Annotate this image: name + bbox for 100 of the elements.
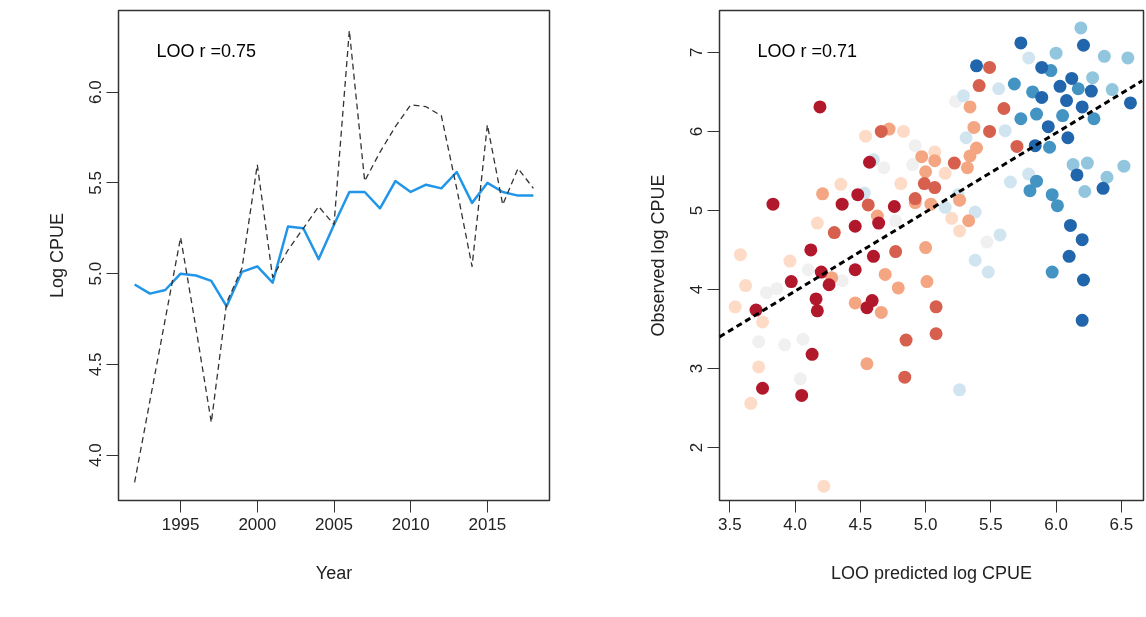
point (915, 150, 929, 164)
point (813, 100, 827, 114)
point (959, 131, 973, 145)
point (983, 124, 997, 138)
x-tick-label: 2015 (468, 514, 507, 534)
point (756, 381, 770, 395)
point (968, 253, 982, 267)
point (816, 187, 830, 201)
point (861, 198, 875, 212)
point (997, 102, 1011, 115)
point (917, 177, 931, 191)
x-tick-label: 4.5 (848, 514, 873, 534)
y-tick-label: 5.5 (86, 171, 106, 195)
point (889, 245, 903, 259)
y-tick-label: 4.0 (86, 443, 106, 467)
point (874, 305, 888, 319)
point (859, 129, 873, 143)
point (953, 224, 967, 238)
point (759, 286, 773, 300)
x-tick-label: 6.0 (1044, 514, 1068, 534)
point (928, 181, 942, 195)
y-tick-label: 6.0 (86, 80, 106, 104)
point (938, 166, 952, 180)
point (970, 59, 984, 73)
point (1087, 112, 1101, 126)
x-tick-label: 2000 (238, 514, 277, 534)
point (981, 265, 995, 279)
point (874, 124, 888, 138)
x-axis-title: Year (315, 562, 353, 583)
x-tick-label: 2005 (315, 514, 353, 534)
point (1075, 313, 1089, 327)
point (945, 211, 959, 225)
y-tick-label: 7 (687, 47, 707, 58)
point (848, 296, 862, 310)
point (1022, 167, 1036, 181)
point (1030, 107, 1044, 121)
x-tick-label: 6.5 (1109, 514, 1134, 534)
point (1076, 38, 1090, 52)
point (1014, 36, 1028, 50)
point (1010, 139, 1024, 153)
point (908, 192, 922, 206)
point (947, 156, 961, 170)
point (810, 216, 824, 230)
point (1063, 218, 1077, 232)
point (906, 158, 920, 172)
point (1080, 156, 1094, 170)
point (1041, 120, 1055, 134)
point (1050, 199, 1064, 213)
point (1056, 109, 1070, 123)
point (1121, 51, 1135, 65)
x-tick-label: 2010 (391, 514, 430, 534)
point (908, 139, 922, 153)
point (848, 219, 862, 233)
point (766, 197, 780, 211)
point (1078, 185, 1092, 198)
line-series (133, 29, 535, 483)
point (1035, 60, 1049, 74)
y-tick-label: 5.0 (86, 261, 106, 286)
point (894, 177, 908, 191)
point (866, 249, 880, 263)
point (1075, 233, 1089, 247)
point (752, 360, 766, 374)
point (963, 149, 977, 163)
annotation: LOO r =0.75 (156, 40, 257, 61)
point (1045, 265, 1059, 279)
y-tick-label: 4 (687, 284, 707, 295)
point (953, 383, 967, 397)
x-tick-label: 1995 (161, 514, 200, 534)
point (1007, 77, 1021, 91)
point (899, 333, 913, 347)
point (851, 188, 865, 202)
point (967, 120, 981, 134)
point (919, 165, 933, 179)
point (835, 197, 849, 211)
point (877, 161, 891, 175)
point (1084, 84, 1098, 98)
point (801, 263, 815, 277)
point (756, 315, 770, 329)
x-axis-title: LOO predicted log CPUE (830, 562, 1033, 583)
point (878, 267, 892, 281)
point (898, 370, 912, 384)
point (998, 124, 1012, 138)
y-tick-label: 2 (687, 442, 707, 453)
point (929, 300, 943, 314)
y-axis-title: Observed log CPUE (647, 174, 668, 337)
point (860, 357, 874, 371)
point (1070, 168, 1084, 182)
point (1053, 79, 1067, 93)
point (1086, 71, 1100, 85)
point (1100, 170, 1114, 184)
x-tick-label: 4.0 (783, 514, 807, 534)
point (1014, 112, 1028, 126)
point (809, 292, 823, 306)
point (929, 327, 943, 341)
point (1030, 174, 1044, 188)
point (733, 248, 747, 262)
point (992, 82, 1006, 96)
point (1060, 94, 1074, 108)
point (1049, 46, 1063, 60)
point (739, 279, 753, 293)
